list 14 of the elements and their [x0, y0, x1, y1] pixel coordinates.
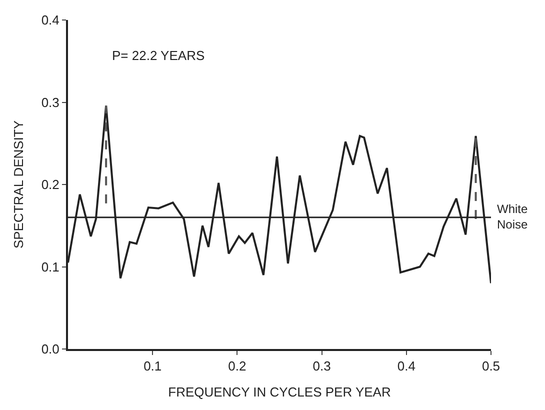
y-tick-label: 0.2	[41, 177, 60, 192]
y-axis-title: SPECTRAL DENSITY	[10, 120, 26, 249]
y-tick-label: 0.4	[41, 12, 60, 28]
x-tick-label: 0.1	[144, 358, 162, 374]
annotation: P= 22.2 YEARS	[112, 48, 205, 63]
x-tick-label: 0.3	[312, 358, 331, 374]
y-tick-label: 0.0	[41, 342, 60, 357]
x-tick-label: 0.5	[482, 358, 500, 374]
x-axis-title: FREQUENCY IN CYCLES PER YEAR	[168, 384, 391, 400]
y-tick-label: 0.1	[41, 259, 60, 274]
x-tick-label: 0.4	[397, 358, 416, 374]
ref-line-label: White Noise	[497, 202, 528, 232]
x-tick-label: 0.2	[228, 358, 246, 374]
y-tick-label: 0.3	[41, 94, 60, 110]
